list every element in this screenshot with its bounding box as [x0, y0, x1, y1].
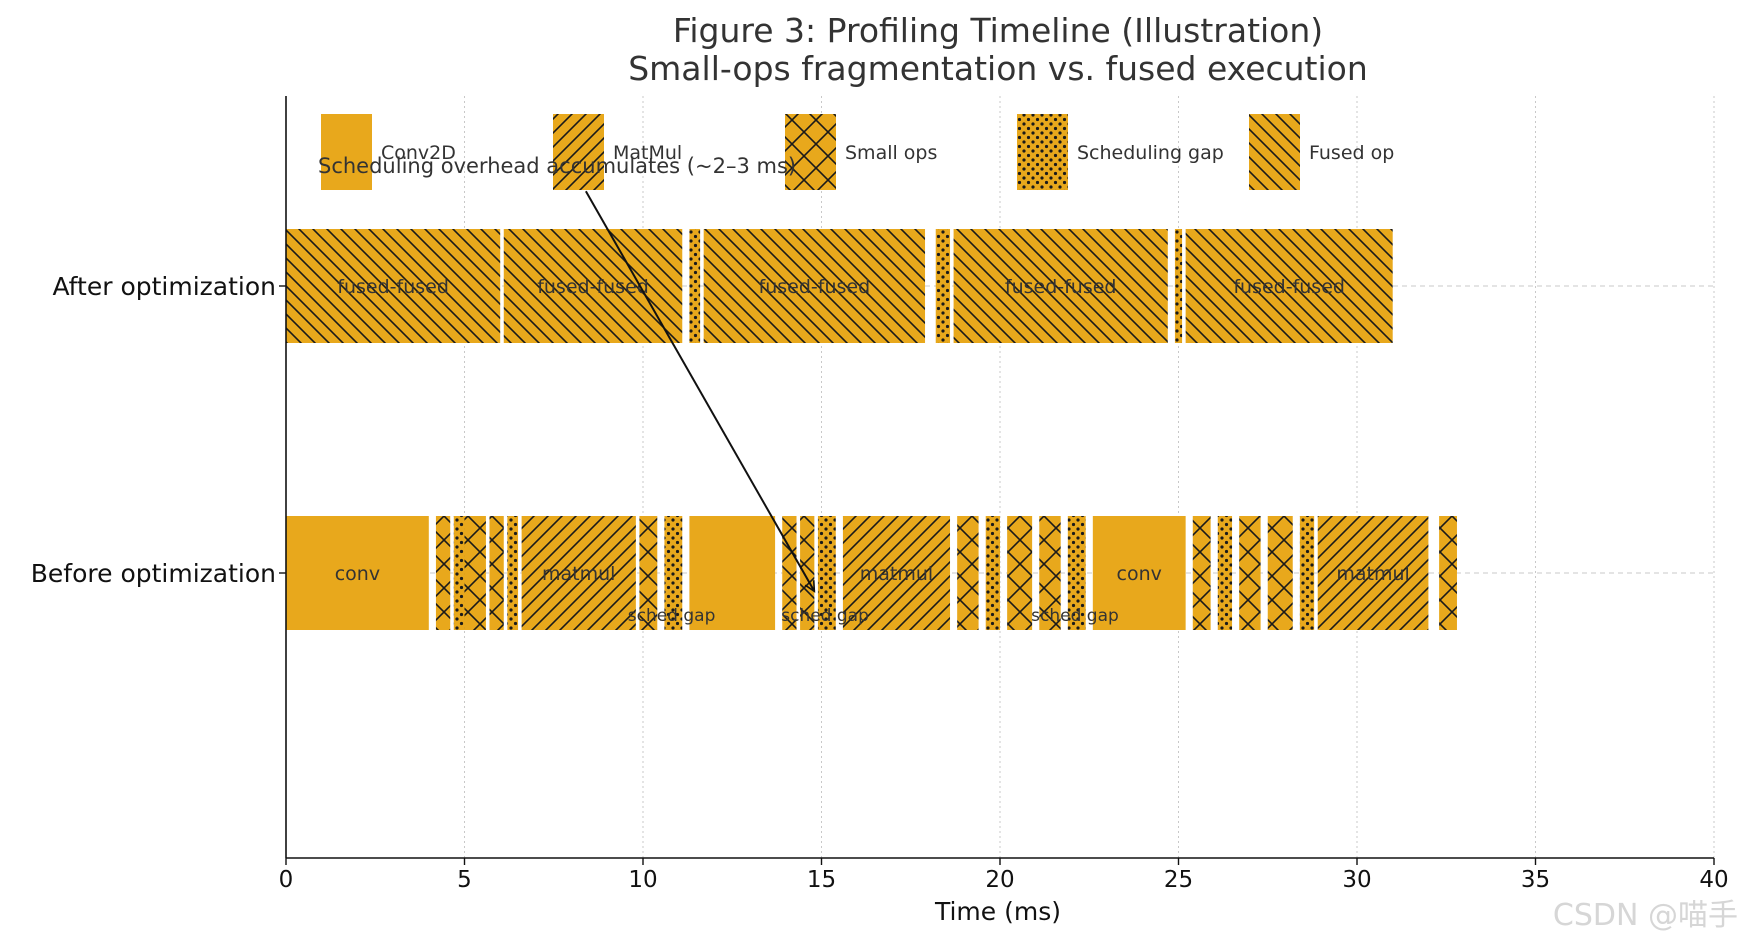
- segment-gap: [817, 516, 836, 630]
- y-tick-labels: After optimization Before optimization: [31, 272, 276, 588]
- sched-gap-label: sched gap: [628, 606, 716, 626]
- segment-fused: [503, 229, 683, 343]
- segment-conv: [689, 516, 776, 630]
- x-tick-label: 10: [628, 867, 657, 893]
- legend-label: Conv2D: [381, 142, 456, 164]
- segment-label: fused-fused: [337, 276, 449, 298]
- legend-label: Fused op: [1309, 142, 1394, 164]
- chart-subtitle: Small-ops fragmentation vs. fused execut…: [628, 49, 1368, 88]
- segment-matmul: [521, 516, 636, 630]
- segment-label: conv: [335, 563, 380, 585]
- segment-small: [464, 516, 486, 630]
- x-tick-label: 5: [457, 867, 472, 893]
- segment-gap: [985, 516, 1000, 630]
- segment-label: matmul: [1336, 563, 1409, 585]
- segment-conv: [286, 516, 429, 630]
- segment-small: [489, 516, 504, 630]
- segment-gap: [1174, 229, 1183, 343]
- legend: Conv2D MatMul Small ops Scheduling gap Fused…: [321, 114, 1394, 190]
- sched-gap-label: sched gap: [1031, 606, 1119, 626]
- y-tick-label: Before optimization: [31, 559, 276, 588]
- x-tick-label: 15: [807, 867, 836, 893]
- x-tick-label: 40: [1699, 867, 1728, 893]
- y-tick-label: After optimization: [52, 272, 276, 301]
- segment-small: [1267, 516, 1293, 630]
- segment-gap: [689, 229, 701, 343]
- segment-small: [957, 516, 979, 630]
- segment-matmul: [842, 516, 951, 630]
- segment-matmul: [1317, 516, 1429, 630]
- segment-gap: [935, 229, 951, 343]
- segment-label: matmul: [860, 563, 933, 585]
- segment-label: matmul: [542, 563, 615, 585]
- segment-conv: [1092, 516, 1186, 630]
- segment-label: fused-fused: [759, 276, 871, 298]
- annotation-arrow: [585, 190, 814, 591]
- segment-gap: [1067, 516, 1086, 630]
- legend-label: MatMul: [613, 142, 682, 164]
- x-tick-label: 20: [985, 867, 1014, 893]
- segment-small: [1192, 516, 1211, 630]
- segment-label: fused-fused: [537, 276, 649, 298]
- segment-small: [1007, 516, 1033, 630]
- legend-label: Small ops: [845, 142, 937, 164]
- segment-gap: [1217, 516, 1233, 630]
- segment-gap: [453, 516, 465, 630]
- segment-small: [435, 516, 451, 630]
- segment-small: [782, 516, 797, 630]
- segment-small: [800, 516, 815, 630]
- x-tick-labels: 0 5 10 15 20 25 30 35 40: [279, 867, 1729, 893]
- x-tick-label: 0: [279, 867, 294, 893]
- segment-fused: [703, 229, 926, 343]
- axes: [279, 96, 1715, 865]
- segment-fused: [1185, 229, 1393, 343]
- segment-small: [639, 516, 658, 630]
- segment-labels: fused-fused fused-fused fused-fused fused-f…: [335, 276, 1410, 626]
- timeline-bars: [286, 229, 1457, 630]
- segment-label: fused-fused: [1005, 276, 1117, 298]
- x-tick-label: 30: [1342, 867, 1371, 893]
- segment-small: [1239, 516, 1261, 630]
- legend-swatch: [1017, 114, 1068, 190]
- segment-label: conv: [1117, 563, 1162, 585]
- legend-label: Scheduling gap: [1077, 142, 1224, 164]
- x-tick-label: 35: [1521, 867, 1550, 893]
- watermark: CSDN @喵手: [1553, 898, 1738, 933]
- segment-fused: [286, 229, 501, 343]
- legend-swatch: [785, 114, 836, 190]
- segment-small: [1439, 516, 1457, 630]
- annotation-text: Scheduling overhead accumulates (~2–3 ms…: [318, 154, 796, 178]
- segment-label: fused-fused: [1233, 276, 1345, 298]
- grid-lines: [285, 96, 1715, 858]
- segment-small: [1039, 516, 1061, 630]
- segment-fused: [953, 229, 1168, 343]
- legend-swatch: [321, 114, 372, 190]
- legend-swatch: [553, 114, 604, 190]
- segment-gap: [507, 516, 519, 630]
- segment-gap: [1299, 516, 1315, 630]
- x-axis-label: Time (ms): [934, 897, 1061, 926]
- legend-swatch: [1249, 114, 1300, 190]
- x-tick-label: 25: [1164, 867, 1193, 893]
- segment-gap: [664, 516, 683, 630]
- sched-gap-label: sched gap: [781, 606, 869, 626]
- chart-title: Figure 3: Profiling Timeline (Illustrati…: [673, 11, 1323, 50]
